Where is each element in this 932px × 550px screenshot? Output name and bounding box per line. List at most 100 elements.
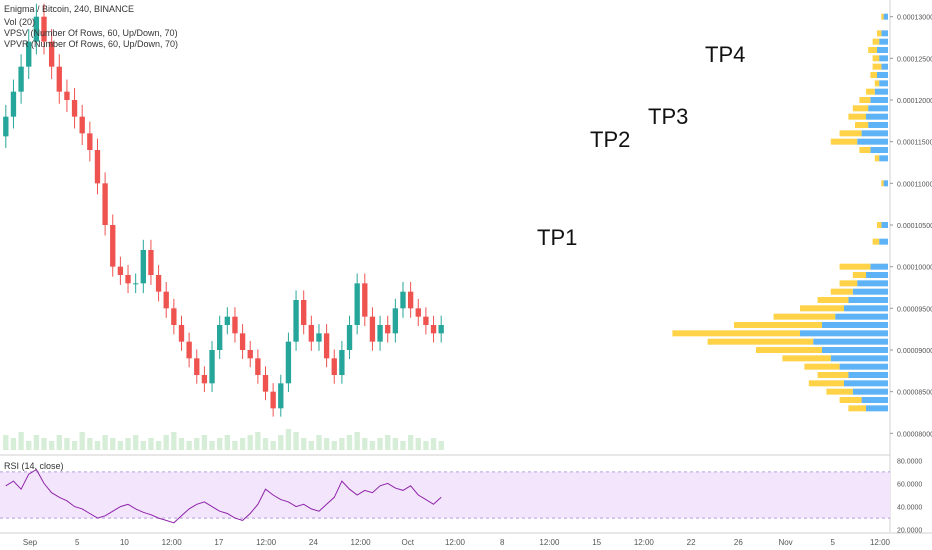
candle-body <box>94 150 101 184</box>
profile-bar-down <box>707 338 814 345</box>
profile-bar-up <box>861 130 888 137</box>
volume-bar <box>308 441 315 450</box>
profile-bar-up <box>852 388 888 395</box>
rsi-title: RSI (14, close) <box>4 461 64 471</box>
volume-bar <box>33 435 40 450</box>
candle-body <box>438 325 444 334</box>
rsi-band <box>0 471 890 519</box>
volume-bar <box>110 438 116 450</box>
profile-bar-down <box>872 238 880 245</box>
candle-body <box>26 41 32 67</box>
rsi-line <box>5 468 442 524</box>
candle-body <box>10 91 17 117</box>
candle-body <box>79 116 85 134</box>
profile-bar-down <box>817 372 849 378</box>
volume-bar <box>438 441 444 450</box>
profile-bar-down <box>872 63 882 70</box>
volume-bar <box>3 435 9 450</box>
candle-body <box>308 325 315 342</box>
candle-body <box>415 308 421 317</box>
profile-bar-up <box>870 97 888 103</box>
candle-body <box>392 308 399 334</box>
profile-bar-down <box>881 13 884 20</box>
profile-bar-down <box>800 305 844 312</box>
candle-body <box>400 291 406 309</box>
candle-body <box>171 308 177 325</box>
tp3-label: TP3 <box>648 104 689 129</box>
volume-bar <box>400 441 406 450</box>
tp2-label: TP2 <box>590 127 631 152</box>
price-tick-label: 0.00011500 <box>897 140 932 147</box>
profile-bar-up <box>848 372 888 378</box>
volume-bar <box>323 438 330 450</box>
profile-bar-down <box>859 97 871 103</box>
candle-body <box>148 250 154 275</box>
candle-body <box>18 66 24 92</box>
candle-body <box>178 325 185 342</box>
volume-bar <box>26 441 32 450</box>
profile-bar-up <box>800 330 888 337</box>
indicator-vol: Vol (20) <box>4 17 36 27</box>
indicator-vpsv: VPSV (Number Of Rows, 60, Up/Down, 70) <box>4 28 178 38</box>
profile-bar-down <box>672 330 800 337</box>
candle-body <box>217 325 223 350</box>
time-tick-label: 12:00 <box>162 538 183 547</box>
volume-bar <box>247 435 253 450</box>
candle-body <box>331 358 337 375</box>
candle-body <box>323 333 330 359</box>
candle-body <box>316 333 322 342</box>
volume-bar <box>255 432 261 450</box>
time-tick-label: Oct <box>402 538 415 547</box>
profile-bar-up <box>881 63 888 70</box>
profile-bar-down <box>734 322 822 328</box>
profile-bar-up <box>866 113 888 120</box>
candle-body <box>163 291 169 309</box>
profile-bar-up <box>844 380 888 387</box>
profile-bar-up <box>879 238 888 245</box>
rsi-tick-label: 20.0000 <box>897 528 922 535</box>
volume-bar <box>41 438 47 450</box>
profile-bar-up <box>879 38 888 45</box>
profile-bar-up <box>839 363 888 370</box>
time-tick-label: 17 <box>214 538 223 547</box>
profile-bar-down <box>756 347 822 353</box>
candle-body <box>209 350 215 384</box>
profile-bar-down <box>773 313 836 320</box>
rsi-tick-label: 80.0000 <box>897 458 922 465</box>
profile-bar-up <box>870 147 888 153</box>
profile-bar-up <box>879 155 888 162</box>
candle-body <box>71 100 78 117</box>
profile-bar-down <box>852 105 869 112</box>
profile-bar-up <box>879 80 888 87</box>
candle-body <box>346 325 353 350</box>
profile-bar-down <box>874 155 880 162</box>
volume-bar <box>209 441 215 450</box>
time-tick-label: 12:00 <box>539 538 560 547</box>
tp4-label: TP4 <box>705 42 746 67</box>
volume-bar <box>331 441 337 450</box>
volume-bar <box>117 441 124 450</box>
candle-body <box>56 66 62 92</box>
volume-bar <box>163 435 169 450</box>
profile-bar-down <box>872 55 880 62</box>
price-tick-label: 0.00011000 <box>897 181 932 188</box>
volume-bar <box>362 438 368 450</box>
volume-bar <box>71 441 78 450</box>
volume-bar <box>178 438 185 450</box>
profile-bar-up <box>822 347 888 353</box>
profile-bar-up <box>857 138 888 145</box>
candle-body <box>102 183 108 225</box>
profile-bar-down <box>848 113 866 120</box>
volume-bar <box>392 438 399 450</box>
profile-bar-up <box>881 30 888 37</box>
candle-body <box>362 283 368 317</box>
price-tick-label: 0.00008000 <box>897 431 932 438</box>
volume-bar <box>140 441 146 450</box>
profile-bar-down <box>830 288 853 295</box>
candle-body <box>87 133 93 150</box>
candle-body <box>293 300 299 342</box>
profile-bar-up <box>870 263 888 270</box>
time-tick-label: 12:00 <box>634 538 655 547</box>
candle-body <box>377 325 383 342</box>
volume-bar <box>407 435 414 450</box>
